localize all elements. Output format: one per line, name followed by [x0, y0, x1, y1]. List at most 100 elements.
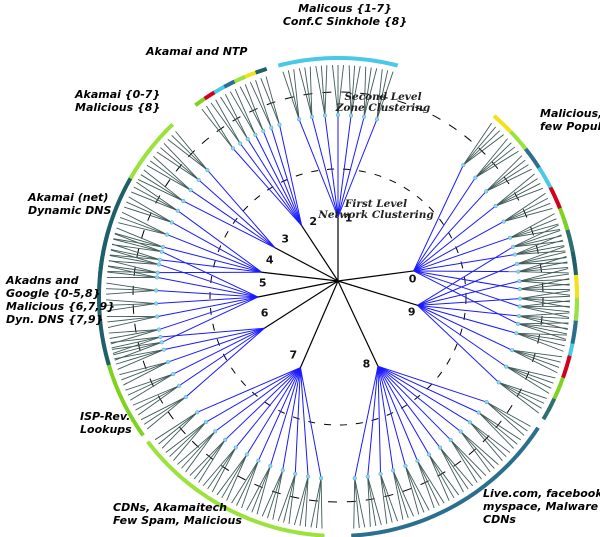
leaf-edge [506, 366, 556, 379]
leaf-square [340, 55, 347, 61]
leaf-edge [405, 465, 425, 513]
cluster-number-3: 3 [281, 232, 289, 245]
leaf-square [160, 457, 169, 465]
leaf-edge [149, 160, 191, 191]
leaf-square [249, 70, 257, 77]
leaf-square [99, 330, 105, 338]
leaf-edge [293, 476, 309, 525]
leaf-edge [367, 476, 377, 526]
leaf-edge [462, 122, 492, 166]
leaf-edge [363, 67, 372, 117]
leaf-square [395, 525, 403, 531]
leaf-edge [246, 465, 271, 511]
leaf-edge [288, 473, 296, 524]
leaf-square [351, 533, 358, 537]
leaf-square [235, 511, 243, 518]
leaf-edge [509, 213, 555, 239]
leaf-edge [428, 454, 455, 499]
leaf-edge [506, 366, 554, 384]
leaf-edge [516, 251, 566, 265]
leaf-edge [135, 385, 180, 411]
leaf-edge [255, 80, 272, 128]
leaf-square [209, 497, 217, 505]
leaf-square [97, 313, 103, 321]
leaf-square [116, 195, 124, 203]
leaf-edge [475, 150, 519, 179]
leaf-square [283, 60, 291, 67]
leaf-square [111, 378, 118, 386]
leaf-edge [169, 421, 207, 457]
zone-edge [413, 191, 487, 272]
leaf-edge [392, 470, 414, 517]
leaf-edge [202, 447, 237, 487]
zone-edge [158, 263, 259, 298]
leaf-square [159, 131, 167, 139]
leaf-edge [239, 86, 264, 132]
leaf-edge [299, 476, 309, 526]
zone-node [403, 463, 408, 469]
annotation-line: Lookups [80, 423, 132, 436]
leaf-square [412, 520, 420, 526]
leaf-square [362, 532, 369, 537]
annotation-line: Akamai {0-7} [74, 88, 160, 101]
zone-edge [337, 119, 378, 218]
zone-edge [377, 365, 471, 423]
leaf-square [357, 56, 365, 62]
leaf-square [301, 531, 308, 537]
leaf-edge [486, 401, 525, 436]
zone-node [196, 177, 201, 182]
leaf-edge [251, 465, 271, 513]
zone-edge [413, 270, 519, 273]
leaf-edge [486, 401, 531, 427]
leaf-edge [519, 288, 570, 291]
zone-node [169, 220, 175, 225]
annotation-line: Malicious, [540, 107, 600, 120]
leaf-square [223, 82, 231, 89]
cluster-number-labels: 9 8 7 6 5 43 2 1 0 [259, 212, 417, 371]
leaf-square [260, 66, 268, 73]
leaf-edge [511, 349, 560, 368]
leaf-square [433, 511, 441, 518]
zone-edge [354, 366, 379, 479]
zone-edge [311, 116, 339, 218]
zone-edge [417, 304, 507, 368]
zone-edge [197, 367, 301, 413]
zone-node [309, 114, 314, 119]
leaf-edge [111, 341, 162, 350]
leaf-square [146, 440, 153, 448]
leaf-edge [485, 164, 529, 192]
leaf-edge [439, 447, 469, 490]
annotation-line: CDNs [483, 513, 516, 526]
leaf-edge [511, 349, 563, 358]
leaf-edge [316, 478, 322, 529]
leaf-edge [463, 130, 501, 166]
leaf-square [98, 319, 103, 326]
zone-edge [254, 134, 303, 226]
zone-node [335, 112, 341, 118]
leaf-square [551, 191, 558, 199]
leaf-edge [380, 473, 388, 524]
zone-edges [156, 115, 521, 479]
leaf-square [97, 302, 102, 309]
leaf-square [385, 60, 393, 67]
leaf-square [108, 368, 114, 376]
leaf-square [228, 79, 236, 86]
zone-node [155, 270, 160, 275]
zone-node [517, 286, 522, 292]
zone-node [223, 437, 228, 442]
leaf-edge [121, 361, 169, 381]
leaf-edge [498, 381, 547, 399]
annotation-line: Dynamic DNS [28, 204, 111, 217]
leaf-edge [517, 323, 568, 329]
leaf-square [492, 114, 500, 122]
zone-edge [183, 200, 276, 249]
zone-node [195, 410, 200, 415]
leaf-square [560, 212, 566, 220]
leaf-square [569, 246, 575, 253]
leaf-square [105, 358, 111, 366]
leaf-edge [462, 126, 497, 166]
leaf-edge [498, 382, 540, 414]
leaf-edge [348, 65, 352, 116]
zone-node [512, 252, 518, 257]
zone-nodes [154, 112, 523, 481]
